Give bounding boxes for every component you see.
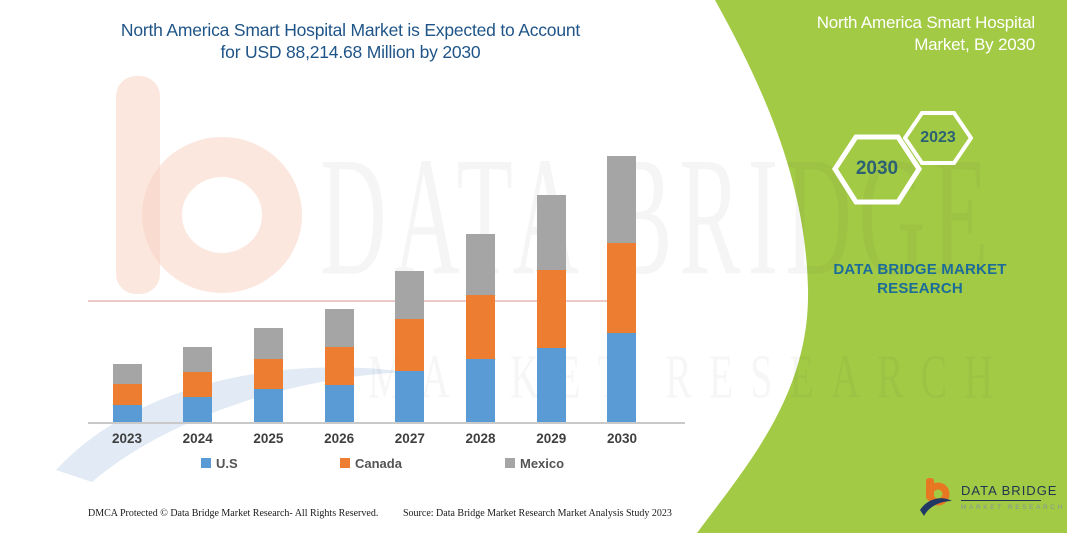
logo-subtext: MARKET RESEARCH xyxy=(961,504,1065,511)
legend-swatch-icon xyxy=(340,458,350,468)
watermark-red-line xyxy=(88,300,610,302)
bar-segment-2026-mexico xyxy=(324,309,354,347)
bar-segment-2029-mexico xyxy=(536,195,566,270)
databridge-logo-icon xyxy=(920,478,952,516)
page-title: North America Smart Hospital Market is E… xyxy=(78,20,623,63)
x-axis-label-2030: 2030 xyxy=(606,431,637,446)
bar-segment-2028-us xyxy=(466,359,496,422)
footer-source: Source: Data Bridge Market Research Mark… xyxy=(403,508,672,519)
brand-text-line2: RESEARCH xyxy=(877,280,963,297)
bar-segment-2028-mexico xyxy=(466,234,496,296)
bar-segment-2023-us xyxy=(112,404,142,422)
hexagon-year-2023: 2023 xyxy=(920,129,956,146)
bar-segment-2027-mexico xyxy=(395,271,425,320)
bar-segment-2025-mexico xyxy=(253,328,283,359)
legend-label: U.S xyxy=(216,456,238,471)
hexagon-2030-icon xyxy=(832,134,922,205)
logo-underline xyxy=(961,500,1041,501)
brand-text: DATA BRIDGE MARKET RESEARCH xyxy=(805,260,1035,298)
x-axis-label-2023: 2023 xyxy=(111,431,143,446)
x-axis-label-2024: 2024 xyxy=(182,431,213,446)
x-axis-label-2027: 2027 xyxy=(394,431,425,446)
footer-copyright: DMCA Protected © Data Bridge Market Rese… xyxy=(88,508,379,519)
bar-segment-2030-us xyxy=(607,333,637,422)
watermark-text-databridge: DATA BRIDGE xyxy=(320,121,996,311)
bar-segment-2025-us xyxy=(253,389,283,422)
panel-title-line1: North America Smart Hospital xyxy=(816,13,1036,32)
hexagon-year-2030: 2030 xyxy=(855,158,899,179)
logo-wordmark: DATA BRIDGE xyxy=(961,483,1058,498)
page-title-line1: North America Smart Hospital Market is E… xyxy=(120,20,581,40)
bar-segment-2023-mexico xyxy=(112,364,142,384)
x-axis-label-2025: 2025 xyxy=(253,431,284,446)
bar-segment-2023-canada xyxy=(112,384,142,405)
brand-text-line1: DATA BRIDGE MARKET xyxy=(833,261,1007,278)
bar-segment-2024-mexico xyxy=(183,347,213,372)
x-axis-label-2029: 2029 xyxy=(536,431,567,446)
hexagon-2023-icon xyxy=(903,111,973,165)
bar-segment-2028-canada xyxy=(466,295,496,359)
x-axis-line xyxy=(88,422,685,424)
panel-title: North America Smart Hospital Market, By … xyxy=(735,12,1036,56)
bar-segment-2027-us xyxy=(395,371,425,422)
bar-segment-2026-us xyxy=(324,385,354,422)
bar-segment-2030-canada xyxy=(607,243,637,333)
legend-label: Canada xyxy=(355,456,402,471)
legend-label: Mexico xyxy=(520,456,565,471)
bar-segment-2024-us xyxy=(183,397,213,422)
bar-segment-2026-canada xyxy=(324,347,354,385)
bar-segment-2029-canada xyxy=(536,269,566,348)
x-axis-label-2026: 2026 xyxy=(324,431,355,446)
page-title-line2: for USD 88,214.68 Million by 2030 xyxy=(220,41,481,62)
x-axis-label-2028: 2028 xyxy=(465,431,496,446)
legend-swatch-icon xyxy=(201,458,211,468)
bar-segment-2024-canada xyxy=(183,372,213,397)
databridge-logo-watermark xyxy=(56,76,408,482)
bar-segment-2027-canada xyxy=(395,319,425,371)
legend-swatch-icon xyxy=(505,458,515,468)
bar-segment-2025-canada xyxy=(253,359,283,389)
bar-segment-2029-us xyxy=(536,348,566,422)
panel-title-line2: Market, By 2030 xyxy=(914,35,1035,54)
bar-segment-2030-mexico xyxy=(607,156,637,244)
